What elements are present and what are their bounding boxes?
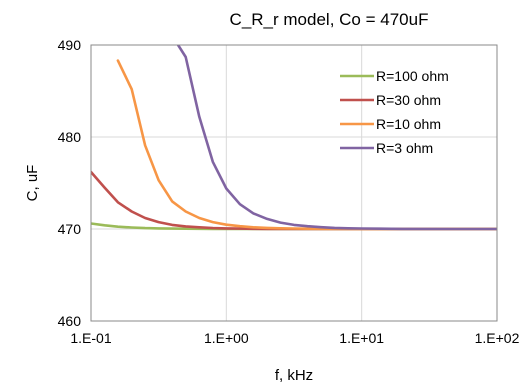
legend: R=100 ohm R=30 ohm R=10 ohm R=3 ohm [340,68,449,156]
x-axis-ticks: 1.E-01 1.E+00 1.E+01 1.E+02 [70,330,519,346]
y-axis-label: C, uF [24,165,41,202]
gridlines [90,44,498,322]
x-tick-label: 1.E+02 [475,330,520,346]
legend-label: R=100 ohm [376,68,449,84]
y-tick-label: 490 [58,37,82,53]
series-line-2 [91,170,497,231]
legend-label: R=3 ohm [376,140,433,156]
x-tick-label: 1.E+00 [204,330,249,346]
y-axis-ticks: 460 470 480 490 [58,37,82,329]
plot-area-border [90,44,498,322]
series-lines [91,45,497,231]
x-axis-label: f, kHz [275,367,313,384]
legend-label: R=10 ohm [376,116,441,132]
chart-title: C_R_r model, Co = 470uF [230,10,429,29]
x-tick-label: 1.E-01 [70,330,111,346]
y-tick-label: 480 [58,129,82,145]
x-tick-label: 1.E+01 [339,330,384,346]
series-line-3 [116,59,497,231]
y-tick-label: 470 [58,221,82,237]
series-line-4 [176,45,497,231]
y-tick-label: 460 [58,313,82,329]
legend-label: R=30 ohm [376,92,441,108]
